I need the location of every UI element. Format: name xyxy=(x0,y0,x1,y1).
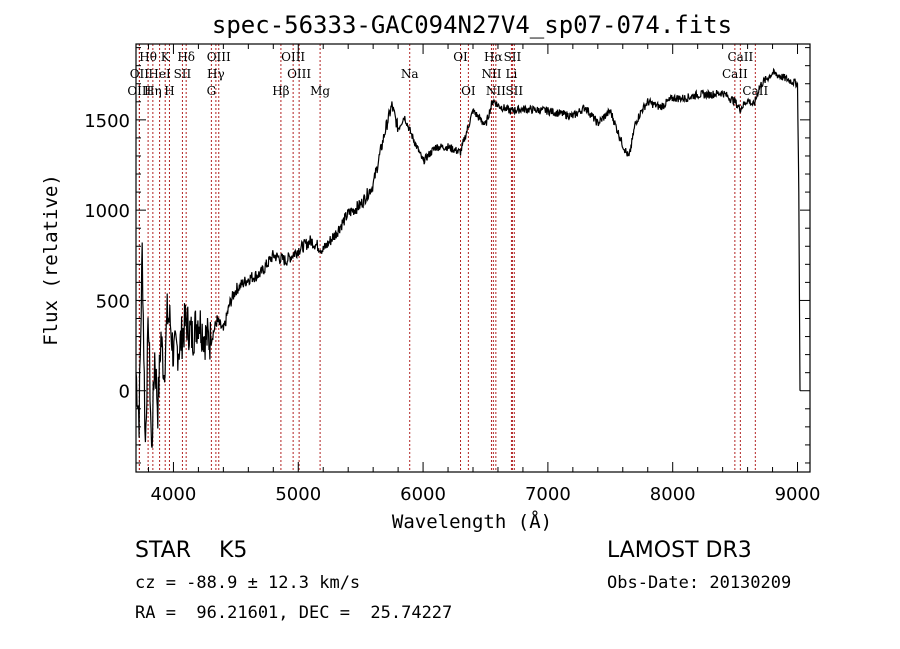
observation-date: Obs-Date: 20130209 xyxy=(607,573,792,593)
spectral-line-label: Hβ xyxy=(272,84,289,98)
spectral-line-label: OIII xyxy=(281,50,305,64)
spectral-line-label: Mg xyxy=(310,84,330,98)
y-axis-label: Flux (relative) xyxy=(40,174,62,346)
spectral-line-label: OI xyxy=(453,50,468,64)
y-tick-label: 500 xyxy=(96,291,130,312)
spectral-line-label: CaII xyxy=(742,84,768,98)
spectral-line-label: SII xyxy=(174,67,192,81)
y-tick-label: 1500 xyxy=(84,111,130,132)
spectral-line-label: Hα xyxy=(484,50,503,64)
spectral-line-label: OI xyxy=(461,84,476,98)
spectral-line-label: H xyxy=(164,84,174,98)
y-tick-label: 1000 xyxy=(84,201,130,222)
y-axis-ticks: 0 500 1000 1500 xyxy=(84,47,810,464)
x-tick-label: 9000 xyxy=(775,484,821,505)
spectral-line-markers xyxy=(138,44,756,472)
chart-title: spec-56333-GAC094N27V4_sp07-074.fits xyxy=(212,11,732,39)
spectral-line-label: Hθ xyxy=(139,50,157,64)
redshift-cz: cz = -88.9 ± 12.3 km/s xyxy=(135,573,361,593)
x-axis-label: Wavelength (Å) xyxy=(392,510,552,533)
spectral-line-label: G xyxy=(207,84,217,98)
spectral-line-label: OIII xyxy=(207,50,231,64)
flux-series-line xyxy=(135,67,801,448)
spectral-line-label: Hδ xyxy=(177,50,195,64)
y-tick-label: 0 xyxy=(119,382,130,403)
spectral-line-label: OII xyxy=(130,67,150,81)
spectral-line-label: K xyxy=(161,50,171,64)
x-tick-label: 5000 xyxy=(275,484,321,505)
spectral-line-label: Li xyxy=(506,67,518,81)
spectral-line-label: NII xyxy=(481,67,501,81)
spectral-line-label: Na xyxy=(401,67,419,81)
spectral-line-label: Hη xyxy=(144,84,162,98)
x-tick-label: 4000 xyxy=(151,484,197,505)
spectral-line-label: NII xyxy=(486,84,506,98)
spectral-line-label: OIII xyxy=(287,67,311,81)
coordinates: RA = 96.21601, DEC = 25.74227 xyxy=(135,603,453,623)
x-tick-label: 7000 xyxy=(525,484,571,505)
object-class: STAR K5 xyxy=(135,538,248,563)
spectral-line-label: Hγ xyxy=(207,67,225,81)
spectrum-chart: spec-56333-GAC094N27V4_sp07-074.fits Flu… xyxy=(40,11,821,533)
x-tick-label: 8000 xyxy=(650,484,696,505)
spectral-line-label: CaII xyxy=(722,67,748,81)
spectral-line-label: CaII xyxy=(727,50,753,64)
x-tick-label: 6000 xyxy=(400,484,446,505)
spectral-line-label: SII xyxy=(505,84,523,98)
plot-frame xyxy=(135,43,811,473)
spectral-line-label: HeI xyxy=(148,67,171,81)
survey-name: LAMOST DR3 xyxy=(607,538,752,563)
x-axis-ticks: 4000 5000 6000 7000 8000 9000 xyxy=(147,44,821,505)
spectral-line-label: SII xyxy=(504,50,522,64)
spectral-line-label: OIII xyxy=(127,84,151,98)
